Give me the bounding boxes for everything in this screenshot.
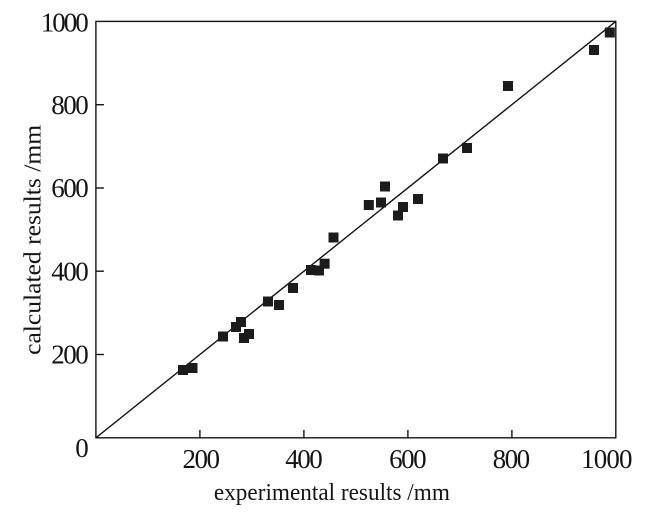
svg-text:400: 400 xyxy=(285,444,323,474)
svg-text:200: 200 xyxy=(182,444,220,474)
svg-text:800: 800 xyxy=(493,444,531,474)
svg-text:800: 800 xyxy=(51,90,89,120)
svg-text:600: 600 xyxy=(51,173,89,203)
svg-text:0: 0 xyxy=(75,433,89,463)
svg-text:1000: 1000 xyxy=(581,444,633,474)
svg-text:calculated results /mm: calculated results /mm xyxy=(19,125,46,355)
svg-text:600: 600 xyxy=(389,444,427,474)
svg-text:200: 200 xyxy=(51,340,89,370)
svg-text:experimental results /mm: experimental results /mm xyxy=(214,479,450,506)
svg-text:1000: 1000 xyxy=(41,8,89,38)
svg-text:400: 400 xyxy=(51,256,89,286)
